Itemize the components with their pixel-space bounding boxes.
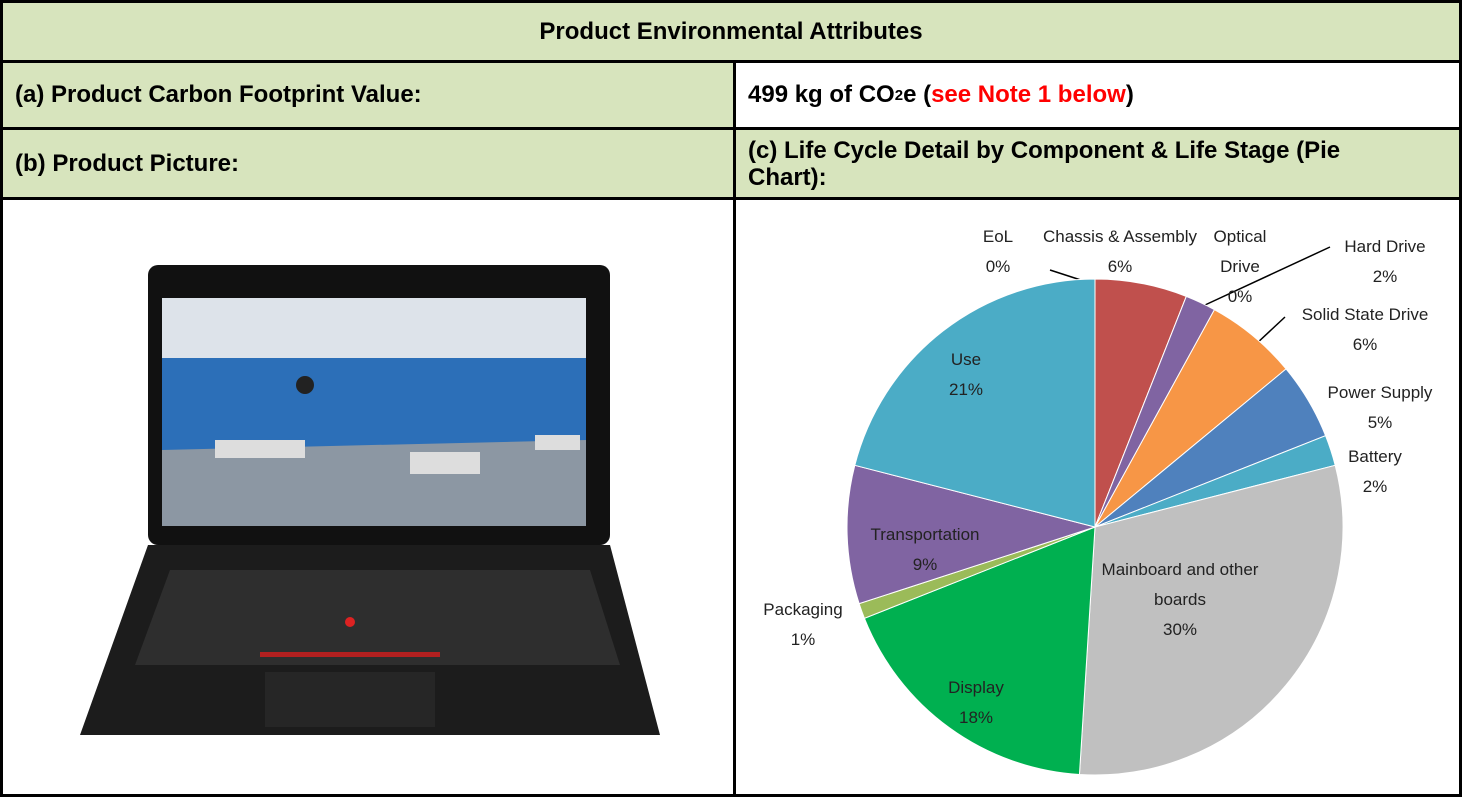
artwork	[0, 0, 1462, 789]
percent: 2%	[1325, 472, 1425, 502]
category: Power Supply	[1305, 378, 1455, 408]
percent: 2%	[1325, 262, 1445, 292]
category: EoL	[968, 222, 1028, 252]
category: Display	[926, 673, 1026, 703]
percent: 9%	[850, 550, 1000, 580]
page: Product Environmental Attributes (a) Pro…	[0, 0, 1462, 789]
category: Battery	[1325, 442, 1425, 472]
category: Transportation	[850, 520, 1000, 550]
percent: 30%	[1095, 615, 1265, 645]
percent: 21%	[926, 375, 1006, 405]
percent: 6%	[1020, 252, 1220, 282]
category: Packaging	[748, 595, 858, 625]
percent: 18%	[926, 703, 1026, 733]
laptop	[80, 265, 660, 735]
category: Mainboard and other boards	[1095, 555, 1265, 615]
percent: 0%	[968, 252, 1028, 282]
category: Solid State Drive	[1275, 300, 1455, 330]
percent: 1%	[748, 625, 858, 655]
category: Use	[926, 345, 1006, 375]
percent: 0%	[1200, 282, 1280, 312]
percent: 5%	[1305, 408, 1455, 438]
category: Chassis & Assembly	[1020, 222, 1220, 252]
category: Optical Drive	[1200, 222, 1280, 282]
percent: 6%	[1275, 330, 1455, 360]
category: Hard Drive	[1325, 232, 1445, 262]
